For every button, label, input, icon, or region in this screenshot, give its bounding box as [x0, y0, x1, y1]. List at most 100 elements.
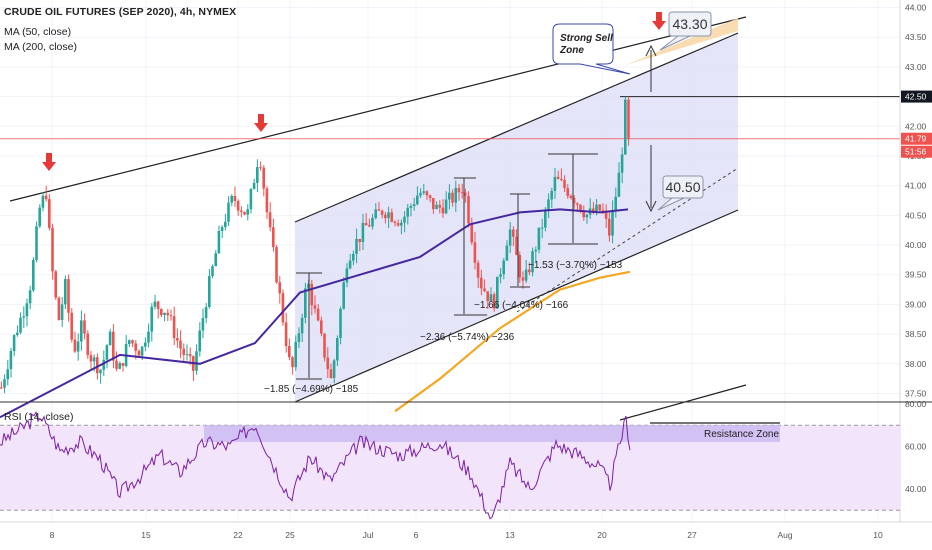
candle-body	[278, 282, 281, 294]
candle-body	[486, 291, 489, 302]
candle-body	[432, 198, 435, 210]
candle-body	[60, 304, 64, 321]
candle-body	[521, 277, 525, 281]
x-tick-label: 27	[687, 530, 697, 540]
candle-body	[419, 192, 422, 196]
sell-zone-text: Zone	[559, 45, 584, 56]
candle-body	[176, 338, 179, 341]
x-tick-label: 20	[597, 530, 607, 540]
candle-body	[339, 308, 342, 339]
x-tick-label: 15	[141, 530, 151, 540]
price-tag	[901, 90, 932, 103]
candle-body	[28, 290, 32, 304]
candle-body	[240, 210, 243, 212]
candle-body	[329, 369, 333, 379]
candle-body	[502, 260, 505, 275]
candle-body	[358, 238, 361, 242]
candle-body	[70, 312, 73, 340]
sell-arrow-icon	[652, 12, 666, 30]
channel-top-line	[294, 32, 739, 223]
candle-body	[624, 99, 627, 155]
candle-body	[435, 204, 438, 210]
candle-body	[416, 195, 419, 205]
candle-body	[556, 176, 560, 179]
candle-body	[236, 200, 240, 211]
legend-rsi: RSI (14, close)	[4, 411, 74, 423]
candle-body	[572, 197, 576, 204]
rsi-tick-label: 40.00	[905, 484, 927, 494]
candle-body	[464, 192, 467, 197]
candle-body	[400, 222, 403, 226]
candle-body	[80, 320, 83, 342]
candle-body	[160, 308, 163, 316]
candle-body	[371, 217, 374, 227]
candle-body	[364, 222, 368, 226]
channel-bottom-line	[294, 209, 739, 403]
y-tick-label: 37.50	[905, 389, 927, 399]
channel-mid-dashed	[516, 167, 739, 313]
candle-body	[185, 354, 189, 356]
candle-body	[304, 288, 307, 318]
x-tick-label: 6	[414, 530, 419, 540]
candle-body	[102, 359, 105, 370]
candle-body	[470, 223, 473, 243]
candle-body	[441, 207, 445, 214]
candle-body	[198, 330, 201, 352]
candle-body	[35, 226, 38, 260]
candle-body	[540, 227, 544, 229]
candle-body	[38, 207, 41, 227]
candle-body	[12, 335, 16, 352]
candle-body	[492, 294, 496, 309]
candle-body	[611, 209, 614, 236]
candle-body	[512, 229, 515, 237]
rsi-resistance-zone	[204, 425, 780, 442]
candle-body	[604, 211, 608, 219]
candle-body	[51, 227, 54, 272]
candle-body	[550, 190, 553, 200]
candle-body	[428, 195, 432, 199]
candle-body	[284, 322, 288, 347]
candle-body	[179, 340, 182, 349]
y-tick-label: 40.00	[905, 240, 927, 250]
candle-body	[544, 209, 547, 228]
candle-body	[288, 346, 291, 358]
candle-body	[316, 308, 320, 321]
candle-body	[121, 363, 125, 367]
candle-body	[67, 279, 70, 313]
candle-body	[105, 345, 109, 360]
candle-body	[627, 99, 630, 139]
candle-body	[230, 195, 233, 203]
candle-body	[617, 172, 621, 197]
callout-4330: 43.30	[659, 11, 712, 51]
y-tick-label: 38.50	[905, 329, 927, 339]
candle-body	[355, 238, 358, 254]
candle-body	[323, 333, 326, 358]
candle-body	[483, 288, 486, 292]
candle-body	[387, 212, 390, 219]
rsi-line	[0, 410, 631, 520]
candle-body	[569, 196, 573, 198]
y-tick-label: 39.50	[905, 270, 927, 280]
candle-body	[352, 253, 355, 261]
candle-body	[134, 343, 137, 351]
callout-box	[668, 11, 712, 37]
candle-body	[300, 317, 304, 334]
candle-body	[25, 303, 29, 317]
candle-body	[92, 357, 96, 362]
candle-body	[16, 332, 19, 336]
candle-body	[169, 315, 173, 317]
candle-body	[566, 188, 569, 197]
candle-body	[451, 192, 454, 203]
candle-body	[508, 229, 512, 246]
candle-body	[576, 203, 579, 205]
sell-arrow-icon	[42, 153, 56, 171]
x-tick-label: 10	[873, 530, 883, 540]
candle-body	[348, 260, 352, 269]
candle-body	[377, 209, 381, 211]
sell-zone-text: Strong Sell	[560, 33, 613, 44]
x-tick-label: 25	[285, 530, 295, 540]
y-tick-label: 42.00	[905, 121, 927, 131]
candle-body	[86, 333, 89, 356]
